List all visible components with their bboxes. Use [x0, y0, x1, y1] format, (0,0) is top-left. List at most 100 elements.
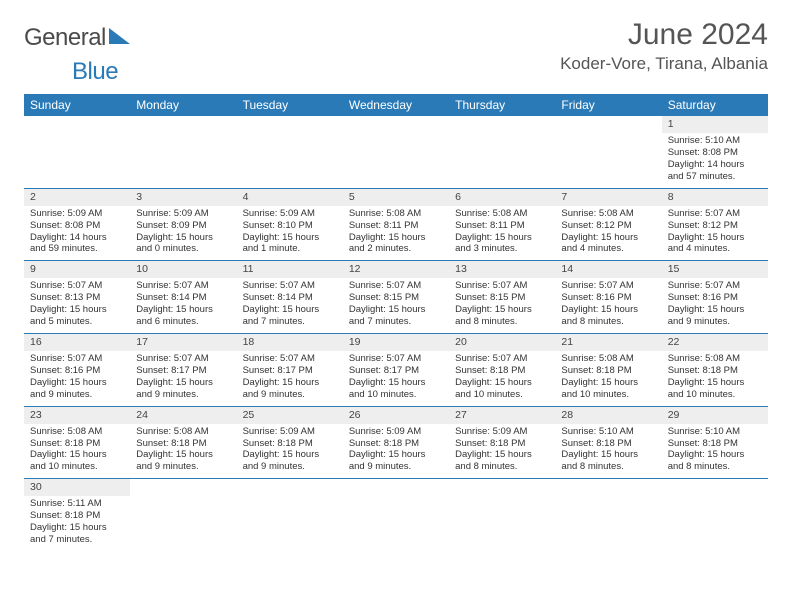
logo-text-general: General [24, 24, 106, 51]
day-number: 19 [343, 334, 449, 351]
daylight-text: Daylight: 15 hours and 7 minutes. [349, 304, 426, 327]
sunset-text: Sunset: 8:18 PM [349, 438, 419, 449]
calendar-cell [24, 116, 130, 188]
sunrise-text: Sunrise: 5:09 AM [243, 426, 315, 437]
daylight-text: Daylight: 15 hours and 10 minutes. [30, 449, 107, 472]
sunrise-text: Sunrise: 5:07 AM [349, 353, 421, 364]
logo: GeneralBlue [24, 24, 134, 86]
calendar-cell: 12Sunrise: 5:07 AMSunset: 8:15 PMDayligh… [343, 261, 449, 334]
location: Koder-Vore, Tirana, Albania [560, 54, 768, 74]
weekday-header: Tuesday [237, 94, 343, 116]
calendar-cell: 10Sunrise: 5:07 AMSunset: 8:14 PMDayligh… [130, 261, 236, 334]
calendar-cell [449, 479, 555, 551]
daylight-text: Daylight: 15 hours and 3 minutes. [455, 232, 532, 255]
day-number: 2 [24, 189, 130, 206]
calendar-cell: 27Sunrise: 5:09 AMSunset: 8:18 PMDayligh… [449, 406, 555, 479]
day-number: 16 [24, 334, 130, 351]
daylight-text: Daylight: 14 hours and 59 minutes. [30, 232, 107, 255]
sunrise-text: Sunrise: 5:07 AM [349, 280, 421, 291]
calendar-table: Sunday Monday Tuesday Wednesday Thursday… [24, 94, 768, 551]
day-number: 30 [24, 479, 130, 496]
calendar-cell: 4Sunrise: 5:09 AMSunset: 8:10 PMDaylight… [237, 188, 343, 261]
sunrise-text: Sunrise: 5:07 AM [30, 353, 102, 364]
sunset-text: Sunset: 8:11 PM [349, 220, 419, 231]
sunrise-text: Sunrise: 5:09 AM [30, 208, 102, 219]
daylight-text: Daylight: 15 hours and 9 minutes. [243, 377, 320, 400]
day-number: 22 [662, 334, 768, 351]
sunrise-text: Sunrise: 5:08 AM [561, 353, 633, 364]
calendar-cell [449, 116, 555, 188]
calendar-cell: 15 Sunrise: 5:07 AMSunset: 8:16 PMDayligh… [662, 261, 768, 334]
day-number: 5 [343, 189, 449, 206]
day-number: 25 [237, 407, 343, 424]
sunset-text: Sunset: 8:18 PM [668, 365, 738, 376]
day-number: 10 [130, 261, 236, 278]
calendar-cell: 17Sunrise: 5:07 AMSunset: 8:17 PMDayligh… [130, 333, 236, 406]
sunrise-text: Sunrise: 5:08 AM [136, 426, 208, 437]
calendar-cell: 13Sunrise: 5:07 AMSunset: 8:15 PMDayligh… [449, 261, 555, 334]
sunset-text: Sunset: 8:10 PM [243, 220, 313, 231]
calendar-cell: 1Sunrise: 5:10 AMSunset: 8:08 PMDaylight… [662, 116, 768, 188]
sunset-text: Sunset: 8:13 PM [30, 292, 100, 303]
sunset-text: Sunset: 8:17 PM [243, 365, 313, 376]
weekday-header: Friday [555, 94, 661, 116]
daylight-text: Daylight: 15 hours and 9 minutes. [30, 377, 107, 400]
daylight-text: Daylight: 15 hours and 9 minutes. [136, 449, 213, 472]
daylight-text: Daylight: 15 hours and 0 minutes. [136, 232, 213, 255]
daylight-text: Daylight: 15 hours and 10 minutes. [349, 377, 426, 400]
day-number: 12 [343, 261, 449, 278]
calendar-cell [130, 479, 236, 551]
title-block: June 2024 Koder-Vore, Tirana, Albania [560, 18, 768, 74]
sunrise-text: Sunrise: 5:07 AM [136, 280, 208, 291]
sunset-text: Sunset: 8:08 PM [30, 220, 100, 231]
day-number: 15 [662, 261, 768, 278]
sunset-text: Sunset: 8:16 PM [668, 292, 738, 303]
sunset-text: Sunset: 8:18 PM [561, 365, 631, 376]
sunset-text: Sunset: 8:08 PM [668, 147, 738, 158]
sunset-text: Sunset: 8:16 PM [561, 292, 631, 303]
day-number: 3 [130, 189, 236, 206]
calendar-cell: 28Sunrise: 5:10 AMSunset: 8:18 PMDayligh… [555, 406, 661, 479]
calendar-cell: 23Sunrise: 5:08 AMSunset: 8:18 PMDayligh… [24, 406, 130, 479]
calendar-cell: 20Sunrise: 5:07 AMSunset: 8:18 PMDayligh… [449, 333, 555, 406]
weekday-header: Wednesday [343, 94, 449, 116]
daylight-text: Daylight: 15 hours and 8 minutes. [561, 449, 638, 472]
sunset-text: Sunset: 8:18 PM [668, 438, 738, 449]
calendar-week-row: 1Sunrise: 5:10 AMSunset: 8:08 PMDaylight… [24, 116, 768, 188]
sunset-text: Sunset: 8:11 PM [455, 220, 525, 231]
calendar-cell: 11Sunrise: 5:07 AMSunset: 8:14 PMDayligh… [237, 261, 343, 334]
daylight-text: Daylight: 15 hours and 9 minutes. [668, 304, 745, 327]
calendar-cell: 24Sunrise: 5:08 AMSunset: 8:18 PMDayligh… [130, 406, 236, 479]
calendar-cell [343, 116, 449, 188]
daylight-text: Daylight: 15 hours and 6 minutes. [136, 304, 213, 327]
sunrise-text: Sunrise: 5:08 AM [349, 208, 421, 219]
sunrise-text: Sunrise: 5:08 AM [668, 353, 740, 364]
calendar-cell: 19Sunrise: 5:07 AMSunset: 8:17 PMDayligh… [343, 333, 449, 406]
calendar-cell: 9Sunrise: 5:07 AMSunset: 8:13 PMDaylight… [24, 261, 130, 334]
sunrise-text: Sunrise: 5:07 AM [668, 280, 740, 291]
sunrise-text: Sunrise: 5:09 AM [243, 208, 315, 219]
sunrise-text: Sunrise: 5:08 AM [30, 426, 102, 437]
calendar-cell: 18Sunrise: 5:07 AMSunset: 8:17 PMDayligh… [237, 333, 343, 406]
calendar-cell [555, 116, 661, 188]
calendar-cell: 8Sunrise: 5:07 AMSunset: 8:12 PMDaylight… [662, 188, 768, 261]
sunset-text: Sunset: 8:18 PM [30, 438, 100, 449]
weekday-header: Sunday [24, 94, 130, 116]
calendar-cell: 25Sunrise: 5:09 AMSunset: 8:18 PMDayligh… [237, 406, 343, 479]
day-number: 8 [662, 189, 768, 206]
weekday-header: Monday [130, 94, 236, 116]
calendar-cell [237, 479, 343, 551]
daylight-text: Daylight: 15 hours and 8 minutes. [668, 449, 745, 472]
calendar-cell: 26Sunrise: 5:09 AMSunset: 8:18 PMDayligh… [343, 406, 449, 479]
daylight-text: Daylight: 14 hours and 57 minutes. [668, 159, 745, 182]
sunset-text: Sunset: 8:17 PM [136, 365, 206, 376]
day-number: 11 [237, 261, 343, 278]
sunrise-text: Sunrise: 5:11 AM [30, 498, 102, 509]
sunrise-text: Sunrise: 5:09 AM [349, 426, 421, 437]
logo-sail-icon [108, 24, 134, 52]
sunrise-text: Sunrise: 5:07 AM [455, 353, 527, 364]
daylight-text: Daylight: 15 hours and 9 minutes. [243, 449, 320, 472]
sunrise-text: Sunrise: 5:07 AM [30, 280, 102, 291]
sunset-text: Sunset: 8:12 PM [668, 220, 738, 231]
month-title: June 2024 [560, 18, 768, 52]
